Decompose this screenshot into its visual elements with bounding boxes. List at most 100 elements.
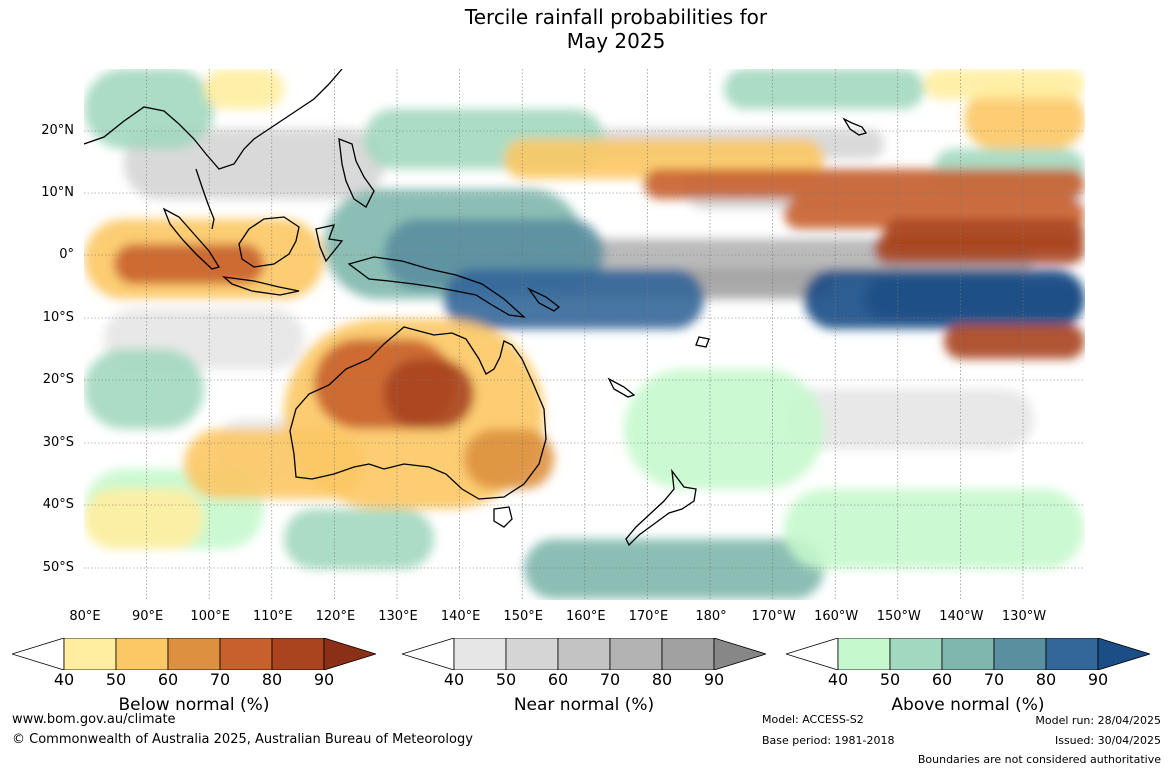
solomon-islands-coastline: [527, 287, 561, 312]
lon-label: 120°E: [315, 609, 356, 624]
colorbar-tick: 90: [1087, 670, 1109, 689]
colorbar-high-end: [1097, 638, 1150, 670]
map-title: Tercile rainfall probabilities for May 2…: [0, 5, 1173, 53]
probability-region: [644, 169, 1085, 199]
colorbar-title: Near normal (%): [513, 695, 655, 715]
colorbar-tick: 60: [157, 670, 179, 689]
colorbar: [12, 638, 376, 670]
java-coastline: [221, 276, 300, 296]
colorbar-segment: [661, 638, 715, 670]
tasmania-coastline: [493, 506, 513, 528]
website-text: www.bom.gov.au/climate: [12, 712, 176, 727]
lat-label: 30°S: [42, 435, 74, 450]
probability-region: [964, 89, 1085, 149]
probability-map: [84, 69, 1085, 600]
colorbar-segment: [115, 638, 169, 670]
colorbar-tick: 80: [1035, 670, 1057, 689]
issued-text: Issued: 30/04/2025: [1054, 734, 1161, 747]
lon-label: 170°W: [751, 609, 796, 624]
lon-label: 90°E: [131, 609, 164, 624]
colorbar-tick: 60: [547, 670, 569, 689]
colorbar-tick: 40: [443, 670, 465, 689]
probability-region: [944, 324, 1085, 359]
colorbar-segment: [167, 638, 221, 670]
title-line-1: Tercile rainfall probabilities for: [464, 5, 768, 29]
model-text: Model: ACCESS-S2: [762, 713, 864, 726]
lat-label: 40°S: [42, 497, 74, 512]
colorbar-tick: 80: [261, 670, 283, 689]
colorbar-title: Above normal (%): [891, 695, 1045, 715]
map-svg: [84, 69, 1085, 600]
colorbar-segment: [609, 638, 663, 670]
colorbar-tick: 40: [53, 670, 75, 689]
base-period-text: Base period: 1981-2018: [762, 734, 895, 747]
colorbar-title: Below normal (%): [118, 695, 270, 715]
probability-region: [124, 129, 384, 199]
probability-region: [184, 429, 364, 499]
colorbar-segment: [837, 638, 891, 670]
probability-region: [924, 69, 1085, 99]
probability-region: [84, 69, 214, 149]
probability-region: [524, 539, 824, 599]
lat-label: 20°S: [42, 372, 74, 387]
boundaries-text: Boundaries are not considered authoritat…: [917, 753, 1161, 766]
colorbar-segment: [453, 638, 507, 670]
probability-region: [864, 279, 1085, 319]
title-line-2: May 2025: [566, 29, 666, 53]
lon-label: 160°W: [814, 609, 859, 624]
colorbar-tick: 50: [105, 670, 127, 689]
model-run-text: Model run: 28/04/2025: [1035, 714, 1161, 727]
probability-region: [874, 234, 1085, 264]
lon-label: 180°: [695, 609, 727, 624]
colorbar-segment: [557, 638, 611, 670]
lat-label: 20°N: [41, 123, 74, 138]
colorbar-high-end: [323, 638, 376, 670]
colorbar-low-end: [786, 638, 839, 670]
probability-region: [84, 489, 204, 549]
colorbar-segment: [271, 638, 325, 670]
fiji-coastline: [695, 336, 710, 348]
colorbar-tick: 50: [879, 670, 901, 689]
colorbar-segment: [63, 638, 117, 670]
lat-label: 50°S: [42, 560, 74, 575]
colorbar-tick: 40: [827, 670, 849, 689]
probability-region: [624, 369, 824, 489]
probability-region: [384, 359, 474, 429]
colorbar: [786, 638, 1150, 670]
colorbar-low-end: [402, 638, 455, 670]
probability-region: [724, 69, 924, 109]
probability-region: [784, 389, 1034, 449]
lat-label: 0°: [59, 247, 74, 262]
colorbar-tick: 70: [983, 670, 1005, 689]
colorbar-low-end: [12, 638, 65, 670]
sumatra-coastline: [162, 207, 221, 270]
hawaii-coastline: [842, 117, 868, 136]
colorbar-tick: 60: [931, 670, 953, 689]
lon-label: 170°E: [628, 609, 669, 624]
lon-label: 150°W: [876, 609, 921, 624]
philippines-coastline: [338, 138, 375, 208]
colorbar-segment: [889, 638, 943, 670]
colorbar-segment: [505, 638, 559, 670]
new-zealand-coastline: [625, 468, 697, 547]
colorbar-segment: [1045, 638, 1099, 670]
probability-region: [444, 269, 704, 329]
colorbar-high-end: [713, 638, 766, 670]
colorbar-tick: 50: [495, 670, 517, 689]
lon-label: 160°E: [566, 609, 606, 624]
lat-label: 10°S: [42, 310, 74, 325]
australia-coastline: [289, 326, 547, 500]
colorbar-tick: 90: [313, 670, 335, 689]
lon-label: 80°E: [69, 609, 101, 624]
malay-peninsula-coastline: [195, 168, 215, 230]
lon-label: 110°E: [253, 609, 293, 624]
colorbar-tick: 80: [651, 670, 673, 689]
sulawesi-coastline: [315, 224, 344, 263]
colorbar-segment: [993, 638, 1047, 670]
colorbar-segment: [941, 638, 995, 670]
probability-region: [114, 244, 264, 284]
new-guinea-coastline: [347, 256, 526, 318]
probability-region: [784, 489, 1084, 569]
lon-label: 140°W: [939, 609, 984, 624]
probability-region: [84, 349, 204, 429]
